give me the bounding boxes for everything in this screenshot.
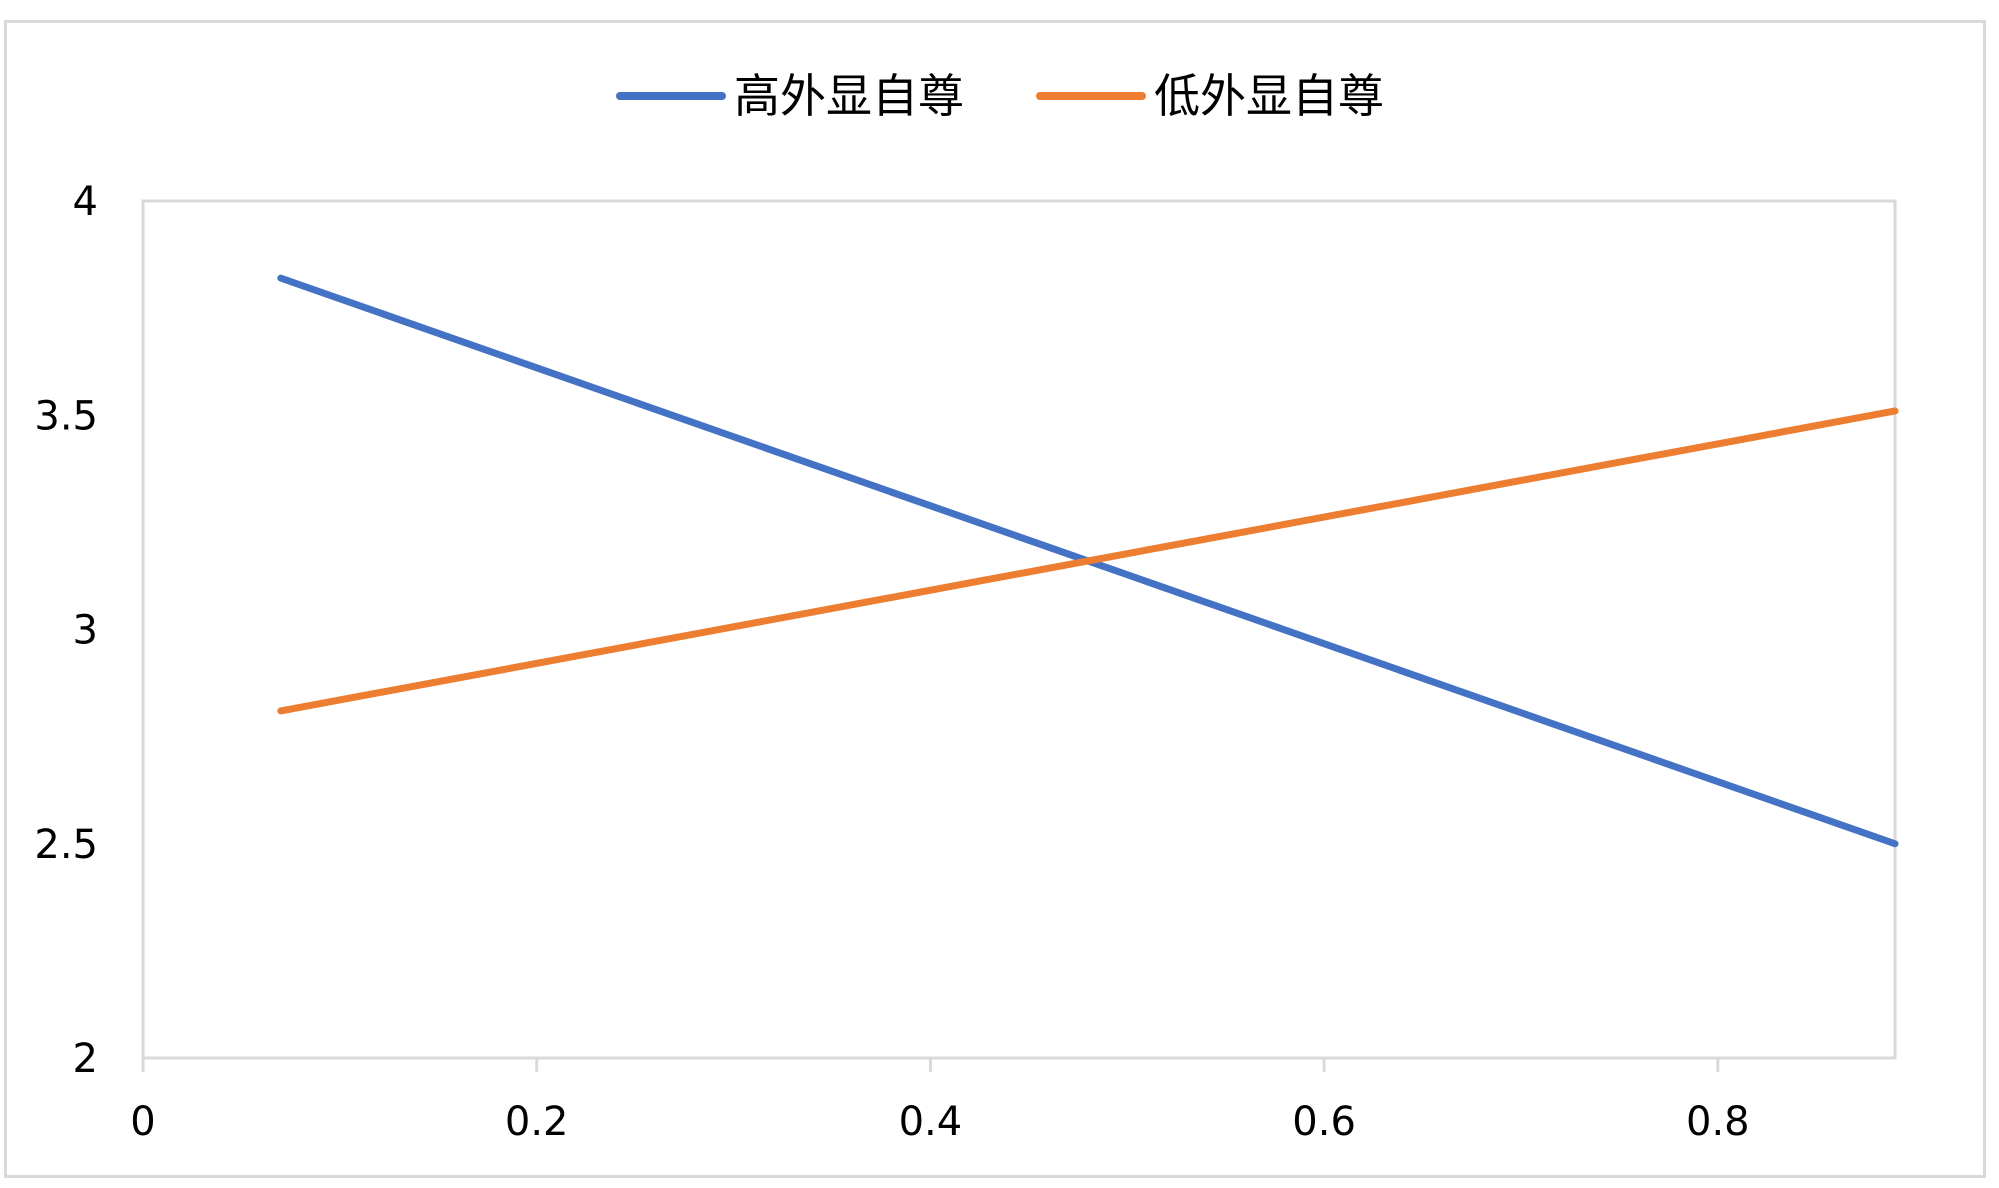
x-tick-label: 0.6	[1292, 1099, 1356, 1145]
plot-area-border	[141, 199, 1897, 1060]
chart-area	[4, 20, 1986, 1178]
y-tick-label: 3.5	[34, 393, 98, 439]
legend-label-high: 高外显自尊	[734, 69, 964, 123]
y-tick-label: 4	[73, 179, 98, 225]
x-tick-label: 0.8	[1686, 1099, 1750, 1145]
series-layer	[277, 274, 1899, 848]
x-tick-label: 0.4	[899, 1099, 963, 1145]
plot-frame	[141, 199, 1897, 1060]
y-tick-label: 3	[73, 608, 98, 654]
y-tick-label: 2	[73, 1036, 98, 1082]
x-tick-label: 0.2	[505, 1099, 569, 1145]
legend: 高外显自尊 低外显自尊	[616, 69, 1384, 123]
series-line-low	[277, 407, 1899, 715]
y-axis: 2 2.5 3 3.5 4	[34, 179, 98, 1082]
y-tick-label: 2.5	[34, 822, 98, 868]
x-axis: 0 0.2 0.4 0.6 0.8	[130, 1058, 1750, 1145]
x-tick-label: 0	[130, 1099, 155, 1145]
legend-label-low: 低外显自尊	[1154, 69, 1384, 123]
